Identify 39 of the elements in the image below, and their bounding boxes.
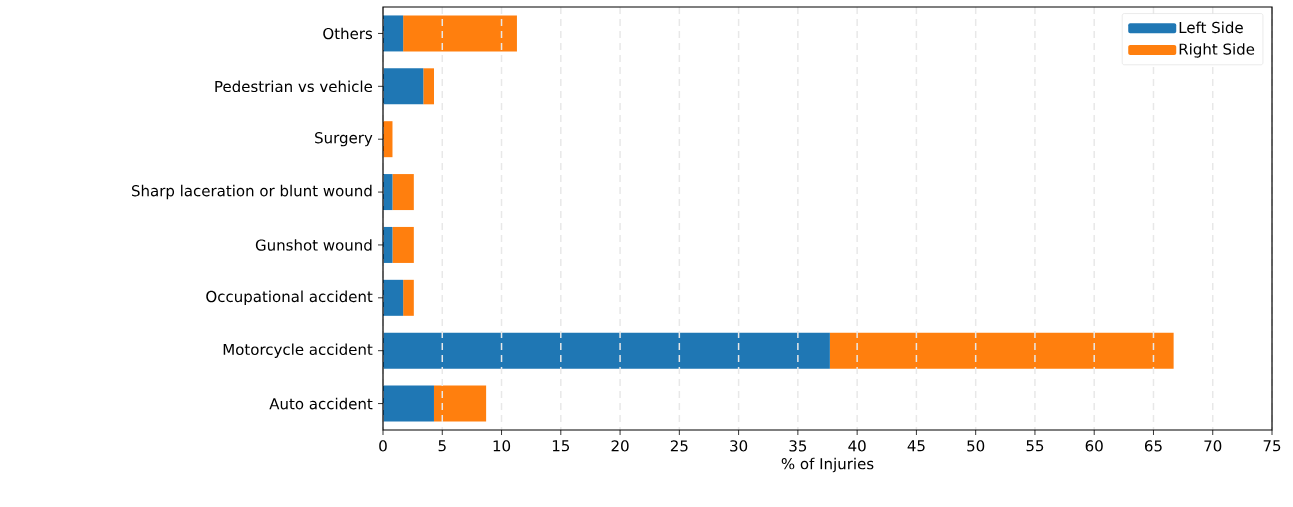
bar bbox=[403, 279, 414, 316]
legend-label: Right Side bbox=[1179, 43, 1255, 58]
x-tick-label: 60 bbox=[1085, 440, 1103, 452]
y-tick-label: Gunshot wound bbox=[255, 239, 372, 251]
x-tick-label: 50 bbox=[967, 440, 985, 452]
y-tick-label: Sharp laceration or blunt wound bbox=[131, 184, 372, 200]
bar bbox=[403, 15, 517, 52]
x-tick-label: 75 bbox=[1263, 440, 1281, 452]
x-tick-label: 55 bbox=[1026, 440, 1044, 452]
bar bbox=[383, 279, 404, 316]
bar bbox=[383, 15, 404, 52]
x-tick-label: 30 bbox=[730, 440, 748, 452]
y-tick-label: Auto accident bbox=[269, 397, 373, 410]
bar bbox=[829, 332, 1174, 369]
bar bbox=[392, 226, 414, 263]
y-tick-label: Pedestrian vs vehicle bbox=[215, 80, 373, 93]
y-tick-label: Others bbox=[323, 27, 373, 40]
bar bbox=[423, 68, 434, 105]
x-tick-label: 70 bbox=[1204, 440, 1222, 452]
x-tick-label: 20 bbox=[611, 440, 629, 452]
bar bbox=[383, 332, 830, 369]
bar bbox=[383, 68, 424, 105]
x-tick-label: 35 bbox=[789, 440, 807, 452]
y-tick-label: Occupational accident bbox=[206, 290, 373, 306]
x-tick-label: 65 bbox=[1144, 440, 1162, 452]
legend-label: Left Side bbox=[1179, 21, 1243, 34]
x-tick-label: 40 bbox=[848, 440, 866, 452]
bar bbox=[392, 174, 414, 211]
x-tick-label: 15 bbox=[552, 440, 570, 452]
y-tick-label: Surgery bbox=[315, 132, 373, 147]
y-tick-label: Motorcycle accident bbox=[223, 343, 373, 358]
x-tick-label: 10 bbox=[493, 440, 511, 452]
x-tick-label: 45 bbox=[907, 440, 925, 452]
x-tick-label: 0 bbox=[379, 440, 387, 452]
x-tick-label: 25 bbox=[670, 440, 688, 452]
x-tick-label: 5 bbox=[438, 440, 446, 452]
bar bbox=[433, 385, 487, 422]
bar bbox=[383, 385, 434, 422]
x-axis-title: % of Injuries bbox=[781, 457, 874, 473]
